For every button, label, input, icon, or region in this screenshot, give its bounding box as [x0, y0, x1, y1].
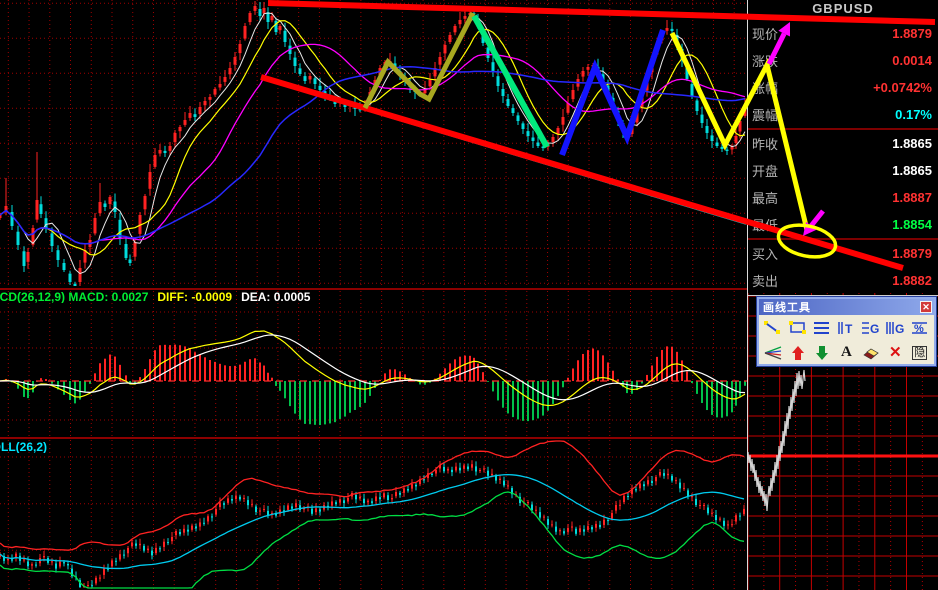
quote-row-change: 涨跌 0.0014 — [752, 53, 932, 69]
golden-section-h-tool-icon[interactable]: G — [860, 318, 882, 338]
quote-panel: GBPUSD 现价 1.8879 涨跌 0.0014 涨幅 +0.0742% 震幅 0.… — [748, 0, 938, 296]
palette-title: 画线工具 — [763, 302, 811, 314]
quote-row-bid: 买入 1.8879 — [752, 246, 932, 262]
macd-dea-label: DEA: 0.0005 — [241, 290, 311, 303]
trend-line-tool-icon[interactable] — [762, 318, 784, 338]
boll-indicator-label: BOLL(26,2) — [0, 440, 48, 453]
macd-histogram — [0, 344, 746, 425]
rectangle-tool-icon[interactable] — [787, 318, 809, 338]
svg-text:T: T — [845, 322, 853, 336]
drawing-tools-palette: 画线工具 ✕ T G G % A ✕ 隐 — [756, 296, 937, 367]
quote-row-amplitude: 震幅 0.17% — [752, 107, 932, 123]
quote-row-open: 开盘 1.8865 — [752, 163, 932, 179]
panel-divider — [747, 0, 748, 590]
tick-line — [748, 369, 806, 512]
price-channel-tool-icon[interactable]: T — [835, 318, 857, 338]
svg-text:%: % — [914, 323, 924, 335]
palette-title-bar[interactable]: 画线工具 ✕ — [759, 299, 934, 315]
gann-fan-tool-icon[interactable] — [762, 343, 784, 363]
svg-text:G: G — [895, 322, 904, 336]
quote-row-ask: 卖出 1.8882 — [752, 273, 932, 289]
dea-line — [0, 334, 746, 401]
macd-params-label: MACD(26,12,9) MACD: 0.0027 — [0, 290, 149, 303]
parallel-lines-tool-icon[interactable] — [811, 318, 833, 338]
hide-tool-icon[interactable]: 隐 — [912, 345, 928, 360]
bollinger-bands — [0, 440, 745, 589]
svg-text:G: G — [870, 322, 879, 336]
symbol-title: GBPUSD — [812, 1, 874, 16]
palette-row-2: A ✕ 隐 — [759, 340, 934, 365]
quote-row-last-price: 现价 1.8879 — [752, 26, 932, 42]
quote-row-prev-close: 昨收 1.8865 — [752, 136, 932, 152]
macd-diff-label: DIFF: -0.0009 — [157, 290, 233, 303]
eraser-tool-icon[interactable] — [860, 343, 882, 363]
palette-row-1: T G G % — [759, 315, 934, 340]
golden-section-v-tool-icon[interactable]: G — [884, 318, 906, 338]
candles-main — [0, 1, 747, 286]
arrow-down-tool-icon[interactable] — [811, 343, 833, 363]
percent-lines-tool-icon[interactable]: % — [909, 318, 931, 338]
diff-line — [0, 330, 746, 407]
quote-row-high: 最高 1.8887 — [752, 190, 932, 206]
arrow-up-tool-icon[interactable] — [787, 343, 809, 363]
macd-indicator-label: MACD(26,12,9) MACD: 0.0027 DIFF: -0.0009 D… — [0, 290, 746, 303]
text-tool-icon[interactable]: A — [841, 344, 852, 360]
quote-panel-bottom-border — [748, 295, 938, 296]
quote-row-change-pct: 涨幅 +0.0742% — [752, 80, 932, 96]
close-icon[interactable]: ✕ — [920, 301, 932, 313]
candles-boll — [0, 460, 745, 588]
quote-row-low: 最低 1.8854 — [752, 217, 932, 233]
delete-tool-icon[interactable]: ✕ — [889, 344, 902, 361]
